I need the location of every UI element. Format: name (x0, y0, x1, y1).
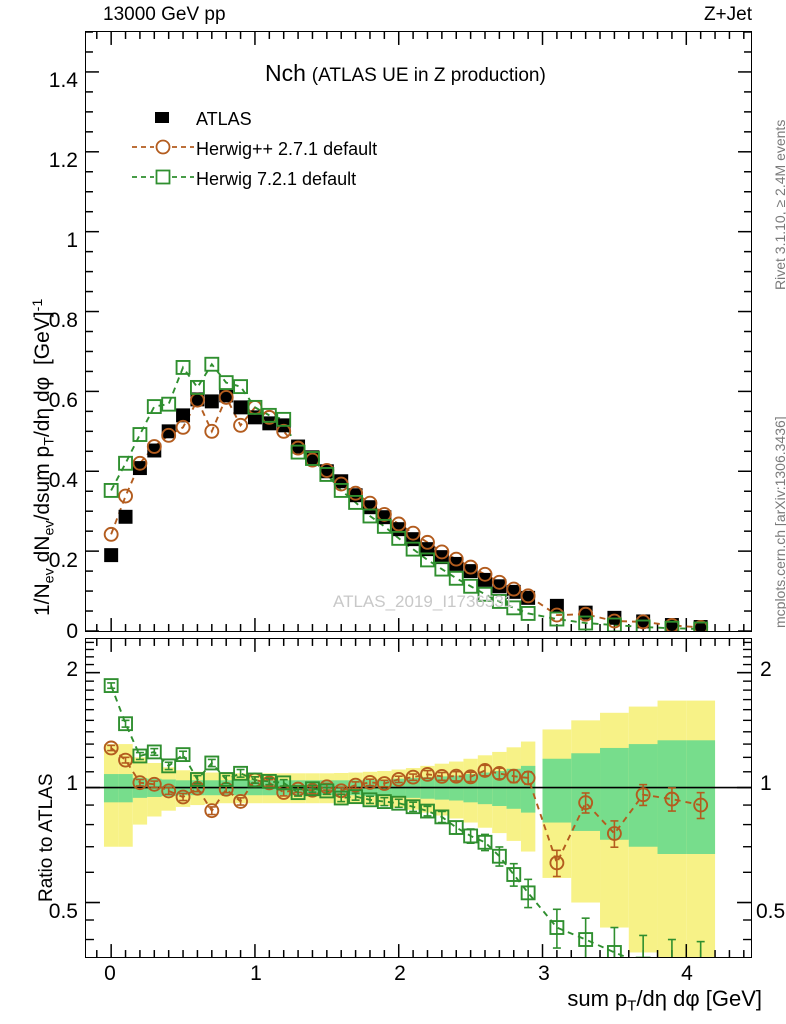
legend-marker-filled-square-icon (130, 109, 196, 130)
xtick-3: 3 (538, 962, 550, 985)
xtick-0: 0 (104, 962, 116, 985)
main-ytick-12: 1.2 (48, 149, 78, 172)
ratio-plot-canvas (86, 639, 751, 957)
xtick-2: 2 (394, 962, 406, 985)
header-process: Z+Jet (703, 4, 752, 25)
header-collision-energy: 13000 GeV pp (103, 4, 226, 25)
main-ytick-0: 0 (66, 620, 78, 643)
ratio-plot-panel (85, 638, 752, 958)
main-ytick-08: 0.8 (48, 309, 78, 332)
main-ytick-14: 1.4 (48, 69, 78, 92)
rivet-version-caption: Rivet 3.1.10, ≥ 2.4M events (758, 34, 786, 294)
legend-marker-open-circle-icon (130, 138, 196, 161)
mcplots-caption: mcplots.cern.ch [arXiv:1306.3436] (758, 350, 786, 630)
xtick-4: 4 (681, 962, 693, 985)
xtick-1: 1 (250, 962, 262, 985)
legend-item-herwigpp[interactable]: Herwig++ 2.7.1 default (130, 134, 377, 164)
legend-item-atlas[interactable]: ATLAS (130, 104, 377, 134)
legend-label-atlas: ATLAS (196, 108, 252, 129)
legend-marker-open-square-icon (130, 168, 196, 191)
legend-item-herwig7[interactable]: Herwig 7.2.1 default (130, 164, 377, 194)
main-ytick-1: 1 (66, 229, 78, 252)
ratio-ytick-left-1: 1 (66, 772, 78, 795)
ratio-ytick-left-2: 2 (66, 658, 78, 681)
ratio-ytick-right-1: 1 (760, 772, 772, 795)
legend-label-herwig7: Herwig 7.2.1 default (196, 168, 357, 189)
plot-title-description: (ATLAS UE in Z production) (311, 65, 546, 86)
main-plot-panel (85, 31, 752, 632)
main-plot-canvas (86, 32, 751, 631)
ratio-ytick-left-05: 0.5 (48, 900, 78, 923)
mcplots-text: mcplots.cern.ch [arXiv:1306.3436] (772, 416, 786, 628)
legend-label-herwigpp: Herwig++ 2.7.1 default (196, 138, 378, 159)
ratio-ylabel: Ratio to ATLAS (14, 690, 57, 920)
main-ytick-02: 0.2 (48, 549, 78, 572)
plot-title-observable: Nch (265, 60, 306, 86)
analysis-watermark: ATLAS_2019_I1736531 (333, 592, 514, 611)
main-ytick-06: 0.6 (48, 389, 78, 412)
main-ytick-04: 0.4 (48, 469, 78, 492)
ratio-ytick-right-05: 0.5 (756, 900, 786, 923)
rivet-version-text: Rivet 3.1.10, ≥ 2.4M events (772, 119, 786, 290)
plot-title: Nch (ATLAS UE in Z production) (265, 60, 546, 87)
legend: ATLAS Herwig++ 2.7.1 default Herwig 7. (130, 104, 377, 194)
xaxis-label: sum pT/dη dφ [GeV] (567, 986, 762, 1015)
ratio-ytick-right-2: 2 (760, 658, 772, 681)
